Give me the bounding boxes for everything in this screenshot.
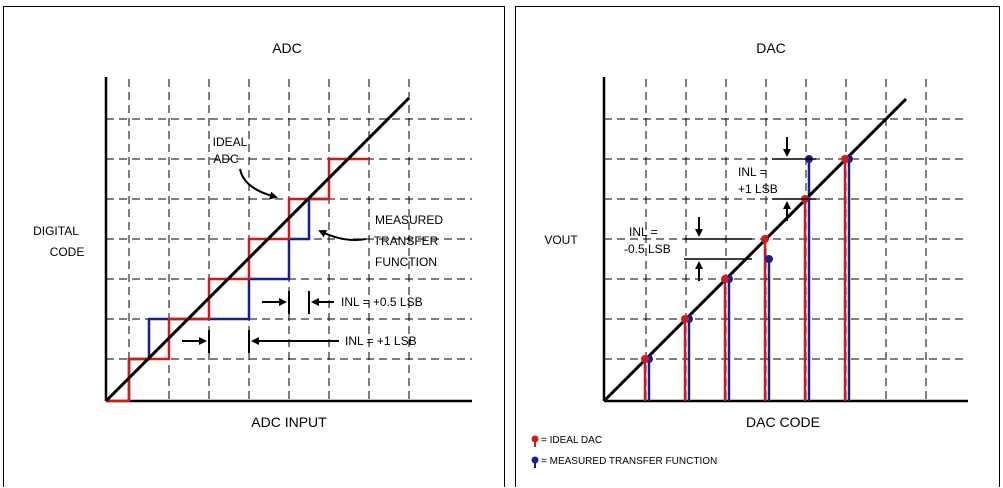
adc-ideal-label-line2: ADC: [213, 152, 239, 166]
dac-grid: [604, 79, 968, 401]
adc-ideal-staircase: [106, 157, 369, 403]
adc-inl-half-label: INL = +0.5 LSB: [341, 295, 423, 309]
dac-panel: DAC: [515, 6, 1000, 487]
adc-axes: [104, 77, 472, 403]
adc-ideal-label-line1: IDEAL: [213, 135, 248, 149]
adc-measured-staircase: [127, 197, 329, 401]
adc-y-label-line2: CODE: [50, 245, 85, 259]
dac-inl-mid-label-line2: -0.5 LSB: [624, 242, 671, 256]
dac-title: DAC: [756, 40, 786, 56]
legend-measured-label: = MEASURED TRANSFER FUNCTION: [541, 456, 717, 467]
adc-diagram: ADC DI: [33, 40, 472, 430]
dac-legend: = IDEAL DAC = MEASURED TRANSFER FUNCTION: [531, 435, 717, 468]
adc-measured-label-line3: FUNCTION: [375, 255, 437, 269]
adc-y-label-line1: DIGITAL: [33, 224, 79, 238]
adc-ideal-arrow: [239, 168, 278, 200]
adc-measured-arrow: [318, 230, 367, 241]
dac-diagram: DAC: [531, 40, 968, 468]
adc-title: ADC: [272, 40, 302, 56]
legend-ideal-label: = IDEAL DAC: [541, 435, 602, 446]
dac-x-label: DAC CODE: [746, 414, 820, 430]
adc-x-label: ADC INPUT: [251, 414, 327, 430]
dac-inl-top-label-line2: +1 LSB: [738, 182, 778, 196]
dac-inl-mid-label-line1: INL =: [629, 225, 658, 239]
dac-ideal-line: [602, 97, 908, 403]
adc-ideal-line: [104, 96, 411, 403]
dac-ideal-stems: [643, 159, 847, 401]
dac-y-label: VOUT: [544, 233, 578, 247]
dac-axes: [602, 77, 968, 403]
legend-ideal-swatch: [531, 435, 539, 443]
adc-inl-one-label: INL = +1 LSB: [345, 334, 417, 348]
adc-panel: ADC DI: [3, 6, 505, 487]
dac-inl-top-label-line1: INL =: [738, 165, 767, 179]
dac-ideal-points: [641, 155, 849, 363]
adc-measured-label-line1: MEASURED: [375, 213, 443, 227]
adc-measured-label-line2: TRANSFER: [374, 234, 439, 248]
legend-measured-swatch: [531, 456, 539, 464]
